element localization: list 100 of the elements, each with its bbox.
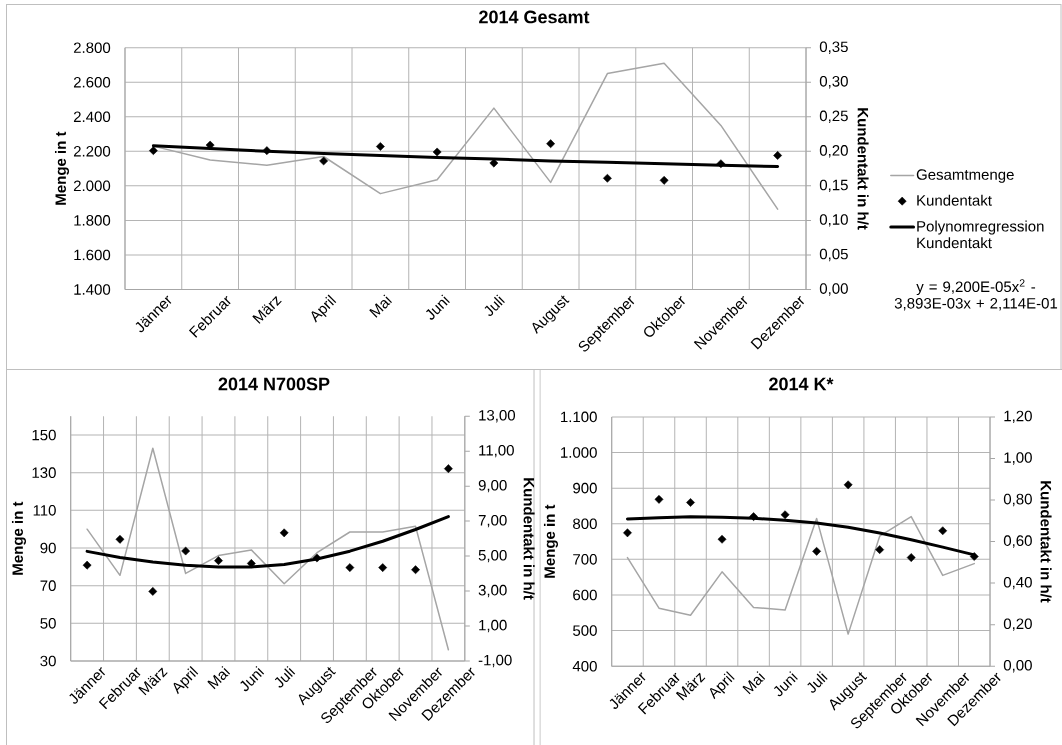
y2-axis-title: Kundentakt in h/t <box>1040 481 1052 603</box>
point <box>411 565 420 575</box>
point <box>345 563 355 572</box>
chart-title: 2014 Gesamt <box>479 10 590 24</box>
point <box>432 147 442 157</box>
point <box>376 142 385 151</box>
y-tick-label: 2.800 <box>73 42 111 53</box>
y2-tick-label: 0,05 <box>819 248 848 262</box>
y-tick-label: 900 <box>573 482 597 494</box>
y2-tick-label: 0,40 <box>1003 576 1032 590</box>
point <box>82 560 92 570</box>
point <box>812 546 821 556</box>
y-tick-label: 2.600 <box>73 76 111 88</box>
y-tick-label: 800 <box>573 518 597 530</box>
point <box>623 528 632 538</box>
y-tick-label: 70 <box>40 580 56 591</box>
point <box>378 563 388 572</box>
point <box>312 553 322 563</box>
y2-tick-label: 0,25 <box>819 110 848 123</box>
y2-tick-label: 9,00 <box>478 479 507 493</box>
point <box>717 534 727 544</box>
y-tick-label: 400 <box>572 660 597 672</box>
y2-tick-label: 0,20 <box>1003 618 1032 631</box>
x-tick-label: Juli <box>807 671 828 693</box>
point <box>875 545 885 555</box>
point <box>843 480 853 490</box>
chart-title: 2014 N700SP <box>218 377 330 391</box>
y-tick-label: 2.400 <box>73 111 111 123</box>
y-tick-label: 500 <box>573 625 597 636</box>
y2-tick-label: 1,20 <box>1004 410 1032 424</box>
y-tick-label: 130 <box>32 467 56 478</box>
legend-label: Kundentakt <box>917 194 992 206</box>
chart-title: 2014 K* <box>769 377 834 391</box>
y-tick-label: 2.200 <box>73 146 111 157</box>
y2-tick-label: 0,20 <box>819 145 848 158</box>
point <box>659 175 669 185</box>
y2-tick-label: 0,80 <box>1003 493 1032 507</box>
line-series <box>85 515 450 569</box>
point <box>279 528 289 538</box>
point <box>149 146 158 155</box>
point <box>749 512 758 521</box>
point <box>938 526 948 536</box>
point <box>716 159 726 169</box>
point <box>603 173 612 183</box>
point <box>906 553 916 562</box>
point <box>115 534 125 544</box>
y-tick-label: 30 <box>40 655 56 667</box>
y2-tick-label: 13,00 <box>479 410 516 423</box>
y2-tick-label: 0,35 <box>819 41 848 54</box>
y2-tick-label: 1,00 <box>479 619 507 633</box>
y2-tick-label: 0,10 <box>819 214 848 227</box>
y-tick-label: 700 <box>573 554 597 565</box>
y2-tick-label: 0,15 <box>819 179 848 193</box>
y2-axis-title: Kundentakt in h/t <box>857 108 869 230</box>
y-tick-label: 1.000 <box>561 447 597 458</box>
x-tick-label: Juli <box>274 665 296 688</box>
x-tick-label: Mai <box>742 671 766 695</box>
y2-tick-label: 11,00 <box>479 444 514 458</box>
y2-tick-label: 1,00 <box>1004 452 1032 465</box>
legend-label: Polynomregression Kundentakt <box>917 220 1044 249</box>
y2-tick-label: 0,30 <box>819 76 848 89</box>
point <box>214 556 223 565</box>
legend-label: Gesamtmenge <box>916 169 1014 183</box>
y-axis-title: Menge in t <box>54 131 70 205</box>
point <box>181 546 191 556</box>
y-tick-label: 1.400 <box>74 284 111 295</box>
y-tick-label: 1.100 <box>561 411 597 423</box>
y2-axis-title: Kundentakt in h/t <box>523 478 535 600</box>
point <box>148 587 158 596</box>
x-tick-label: Juli <box>484 294 505 317</box>
line-series <box>86 447 450 651</box>
y-axis-title: Menge in t <box>543 504 559 578</box>
point <box>319 156 328 166</box>
y-tick-label: 1.800 <box>74 215 111 226</box>
y-tick-label: 1.600 <box>74 249 111 261</box>
point <box>654 495 664 504</box>
point <box>444 464 453 474</box>
y-tick-label: 110 <box>33 505 56 516</box>
y2-tick-label: 5,00 <box>478 549 507 563</box>
y-axis-title: Menge in t <box>11 501 27 575</box>
text: y = 9,200E-05x$^{2}$ - 3,893E-03x + 2,114E-01 <box>894 279 1058 311</box>
point <box>546 139 556 149</box>
point <box>969 552 979 561</box>
x-tick-label: Mai <box>207 665 231 690</box>
y-tick-label: 90 <box>40 542 56 554</box>
x-tick-label: Mai <box>369 294 392 318</box>
y2-tick-label: 0,60 <box>1003 535 1032 548</box>
y2-tick-label: 0,00 <box>1003 660 1032 673</box>
point <box>686 498 695 507</box>
y-tick-label: 150 <box>32 429 56 441</box>
y2-tick-label: 0,00 <box>819 283 848 296</box>
point <box>773 151 783 160</box>
point <box>262 146 272 155</box>
y-tick-label: 50 <box>40 618 56 629</box>
y-tick-label: 2.000 <box>73 180 111 192</box>
y2-tick-label: -1,00 <box>478 654 512 668</box>
point <box>780 510 790 520</box>
y2-tick-label: 3,00 <box>478 584 507 598</box>
y-tick-label: 600 <box>573 589 597 601</box>
y2-tick-label: 7,00 <box>478 514 507 528</box>
